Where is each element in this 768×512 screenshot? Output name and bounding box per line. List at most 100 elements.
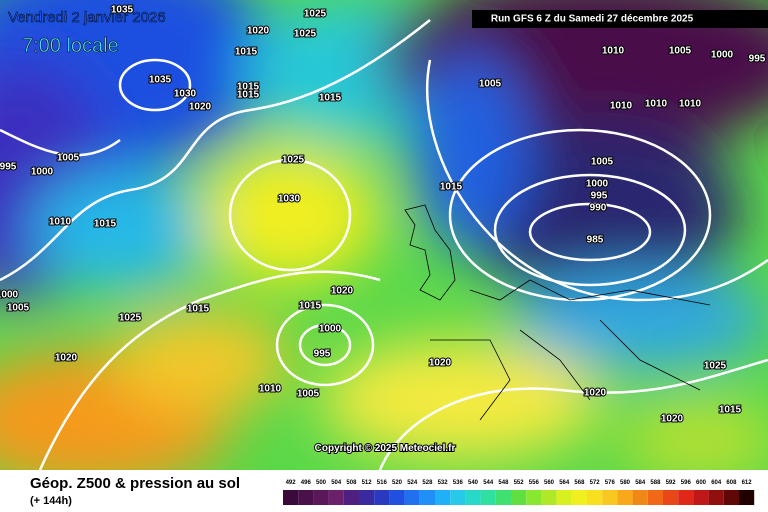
isobar-label: 1000 xyxy=(711,50,734,61)
forecast-time: 7:00 locale xyxy=(22,35,119,57)
lead-time: (+ 144h) xyxy=(30,495,72,507)
colorbar-label: 500 xyxy=(316,480,327,486)
isobar-label: 1025 xyxy=(119,313,142,324)
colorbar-label: 612 xyxy=(742,480,753,486)
colorbar-label: 520 xyxy=(392,480,403,486)
legend-title: Géop. Z500 & pression au sol xyxy=(30,475,240,492)
isobar-label: 1000 xyxy=(586,179,609,190)
isobar-label: 1010 xyxy=(602,46,625,57)
isobar-label: 1005 xyxy=(7,303,30,314)
colorbar-label: 572 xyxy=(590,480,601,486)
colorbar-swatch xyxy=(663,490,679,505)
isobar-label: 1005 xyxy=(297,389,320,400)
colorbar-swatch xyxy=(556,490,572,505)
colorbar-swatch xyxy=(511,490,527,505)
colorbar-swatch xyxy=(693,490,709,505)
colorbar-swatch xyxy=(343,490,359,505)
colorbar-swatch xyxy=(419,490,435,505)
colorbar-swatch xyxy=(283,490,299,505)
colorbar-label: 508 xyxy=(346,480,357,486)
isobar-label: 1020 xyxy=(584,388,607,399)
isobar-label: 1010 xyxy=(645,99,668,110)
colorbar-swatch xyxy=(602,490,618,505)
isobar-label: 1025 xyxy=(704,361,727,372)
isobar-label: 1030 xyxy=(278,194,301,205)
colorbar-label: 524 xyxy=(407,480,418,486)
isobar-label: 1015 xyxy=(719,405,742,416)
colorbar-label: 580 xyxy=(620,480,631,486)
run-box xyxy=(472,10,768,28)
colorbar-swatch xyxy=(435,490,451,505)
copyright: Copyright © 2025 Meteociel.fr xyxy=(315,443,456,454)
isobar-label: 1005 xyxy=(57,153,80,164)
colorbar-label: 540 xyxy=(468,480,479,486)
colorbar-label: 556 xyxy=(529,480,540,486)
colorbar-label: 504 xyxy=(331,480,342,486)
colorbar-swatch xyxy=(374,490,390,505)
colorbar-label: 600 xyxy=(696,480,707,486)
isobar-label: 1025 xyxy=(282,155,305,166)
colorbar-label: 512 xyxy=(362,480,373,486)
colorbar-swatch xyxy=(450,490,466,505)
isobar-label: 1000 xyxy=(31,167,54,178)
isobar-label: 985 xyxy=(587,235,604,246)
colorbar-label: 596 xyxy=(681,480,692,486)
forecast-date: Vendredi 2 janvier 2026 xyxy=(8,9,166,26)
isobar-label: 1010 xyxy=(610,101,633,112)
colorbar-swatch xyxy=(571,490,587,505)
isobar-label: 1015 xyxy=(235,47,258,58)
isobar-label: 1010 xyxy=(679,99,702,110)
isobar-label: 995 xyxy=(0,162,17,173)
isobar-label: 995 xyxy=(314,349,331,360)
colorbar-label: 568 xyxy=(574,480,585,486)
colorbar-label: 576 xyxy=(605,480,616,486)
colorbar-label: 552 xyxy=(514,480,525,486)
colorbar-swatch xyxy=(617,490,633,505)
isobar-label: 1020 xyxy=(429,358,452,369)
colorbar-label: 544 xyxy=(483,480,494,486)
colorbar-swatch xyxy=(389,490,405,505)
colorbar-label: 548 xyxy=(498,480,509,486)
isobar-label: 1010 xyxy=(49,217,72,228)
isobar-label: 990 xyxy=(590,203,607,214)
isobar-label: 1005 xyxy=(591,157,614,168)
colorbar-swatch xyxy=(465,490,481,505)
isobar-label: 1020 xyxy=(55,353,78,364)
colorbar-swatch xyxy=(404,490,420,505)
colorbar-swatch xyxy=(723,490,739,505)
isobar-label: 995 xyxy=(591,191,608,202)
isobar-label: 1015 xyxy=(94,219,117,230)
isobar-label: 1005 xyxy=(669,46,692,57)
colorbar-label: 604 xyxy=(711,480,722,486)
colorbar-swatch xyxy=(632,490,648,505)
colorbar-label: 564 xyxy=(559,480,570,486)
colorbar-swatch xyxy=(526,490,542,505)
colorbar-swatch xyxy=(480,490,496,505)
isobar-label: 1010 xyxy=(259,384,282,395)
isobar-label: 1020 xyxy=(661,414,684,425)
colorbar-swatch xyxy=(708,490,724,505)
isobar-label: 1015 xyxy=(319,93,342,104)
isobar-label: 1020 xyxy=(247,26,270,37)
isobar-label: 1020 xyxy=(189,102,212,113)
isobar-label: 1000 xyxy=(0,290,19,301)
isobar-label: 995 xyxy=(749,54,766,65)
isobar-label: 1025 xyxy=(294,29,317,40)
colorbar-label: 560 xyxy=(544,480,555,486)
colorbar-label: 584 xyxy=(635,480,646,486)
colorbar-label: 588 xyxy=(650,480,661,486)
colorbar-swatch xyxy=(313,490,329,505)
isobar-label: 1015 xyxy=(237,82,260,93)
isobar-label: 1015 xyxy=(187,304,210,315)
isobar-label: 1020 xyxy=(331,286,354,297)
colorbar-label: 532 xyxy=(438,480,449,486)
isobar-label: 1030 xyxy=(174,89,197,100)
isobar-label: 1025 xyxy=(304,9,327,20)
colorbar-label: 528 xyxy=(422,480,433,486)
isobar-label: 1005 xyxy=(479,79,502,90)
isobar-label: 1015 xyxy=(299,301,322,312)
colorbar-swatch xyxy=(328,490,344,505)
